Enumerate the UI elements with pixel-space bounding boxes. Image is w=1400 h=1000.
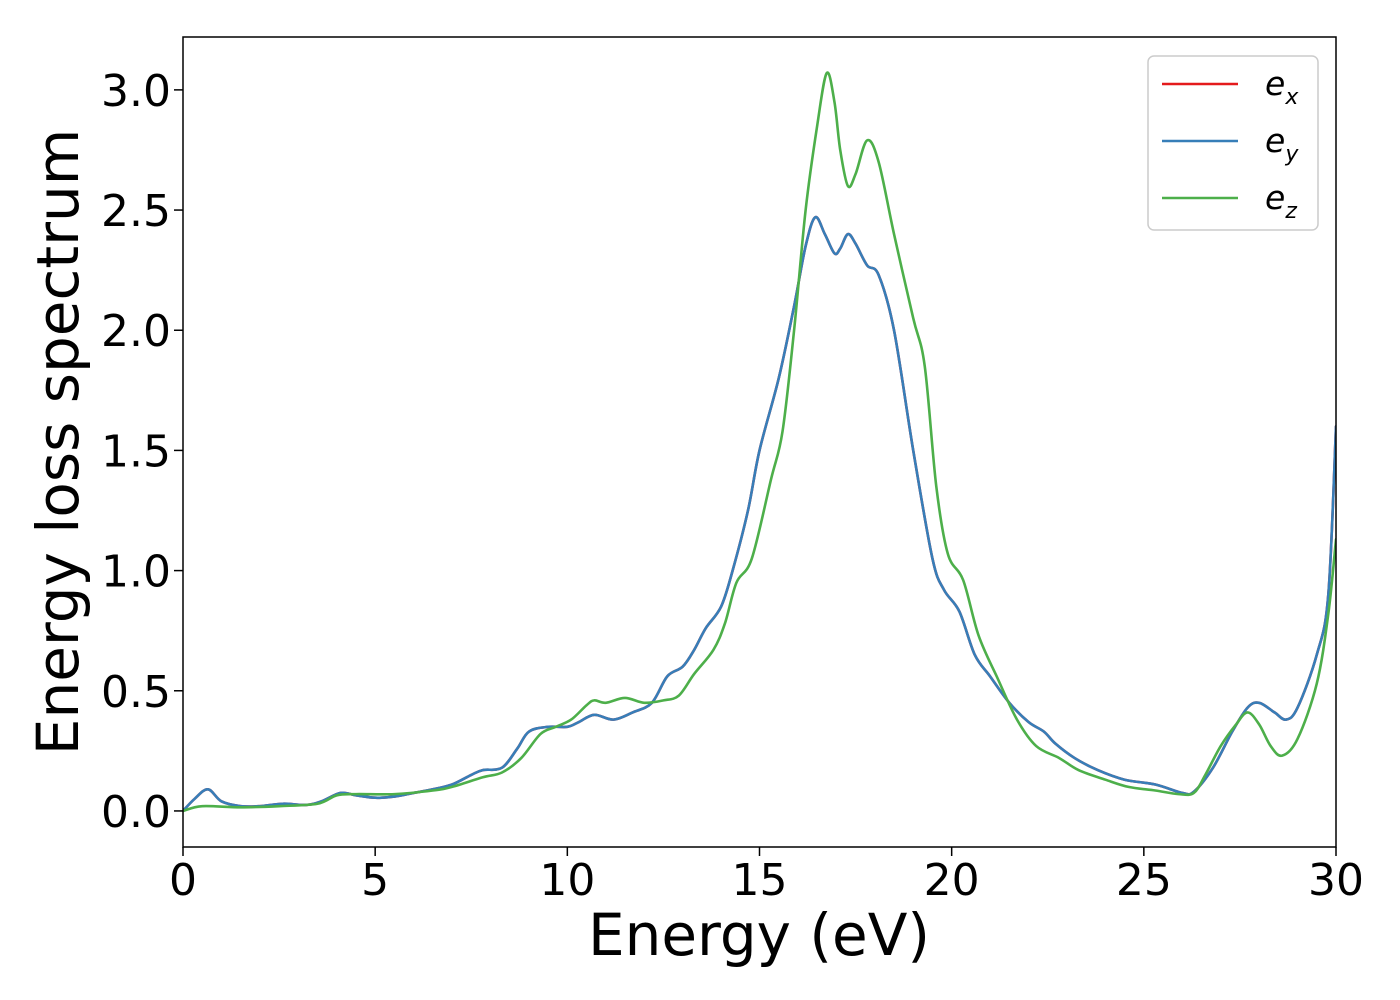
- y-axis-ticks: 0.0 0.5 1.0 1.5 2.0 2.5 3.0: [101, 66, 183, 838]
- y-tick-label: 0.5: [101, 667, 171, 718]
- legend-label-e-y: ey: [1265, 121, 1299, 167]
- x-tick-label: 25: [1116, 855, 1172, 906]
- x-axis-label: Energy (eV): [588, 901, 930, 969]
- y-axis-label: Energy loss spectrum: [24, 129, 92, 755]
- series-layer: [183, 71, 1336, 813]
- y-tick-label: 1.5: [101, 426, 171, 477]
- x-tick-label: 15: [732, 855, 788, 906]
- x-tick-label: 20: [924, 855, 980, 906]
- legend: ex ey ez: [1147, 55, 1319, 231]
- y-tick-label: 3.0: [101, 66, 171, 117]
- y-tick-label: 2.0: [101, 306, 171, 357]
- legend-label-e-x: ex: [1265, 64, 1299, 110]
- series-line-e-y: [183, 215, 1336, 813]
- legend-frame: [1147, 55, 1319, 231]
- x-tick-label: 10: [539, 855, 595, 906]
- y-tick-label: 1.0: [101, 547, 171, 598]
- legend-label-e-z: ez: [1265, 178, 1297, 224]
- y-tick-label: 2.5: [101, 186, 171, 237]
- y-tick-label: 0.0: [101, 787, 171, 838]
- plot-background: [183, 37, 1336, 847]
- x-tick-label: 5: [361, 855, 389, 906]
- x-tick-label: 0: [169, 855, 197, 906]
- x-tick-label: 30: [1308, 855, 1364, 906]
- series-line-e-z: [183, 71, 1336, 813]
- x-axis-ticks: 0 5 10 15 20 25 30: [169, 847, 1364, 906]
